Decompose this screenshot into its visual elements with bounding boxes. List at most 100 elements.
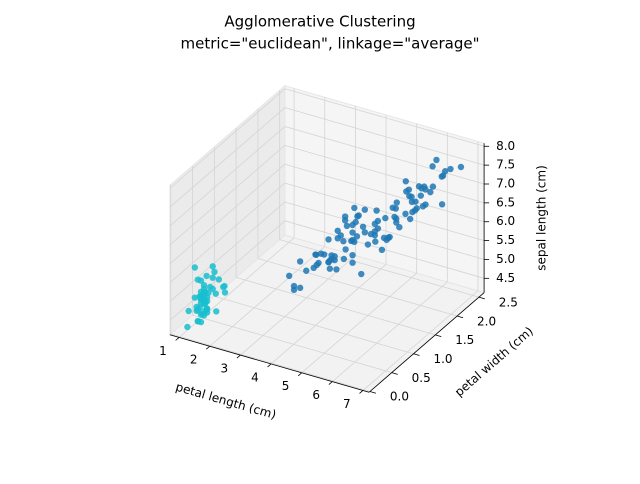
tick-mark [175, 337, 180, 341]
point [393, 199, 400, 206]
point [402, 210, 409, 218]
x-tick-label: 2 [190, 353, 198, 367]
tick-mark [478, 296, 485, 300]
point [438, 201, 446, 208]
point [203, 272, 210, 280]
tick-mark [435, 334, 442, 338]
point [194, 276, 202, 283]
grid-line [270, 264, 387, 365]
grid-line [214, 295, 414, 355]
point [197, 296, 205, 303]
tick-mark [413, 353, 420, 356]
point [373, 207, 380, 214]
grid-line [284, 201, 485, 260]
tick-mark [236, 354, 241, 359]
point [429, 163, 436, 170]
point [348, 237, 355, 245]
grid-line [362, 290, 479, 391]
point [358, 270, 365, 278]
point [349, 229, 356, 236]
tick-mark [456, 315, 464, 319]
point [328, 252, 335, 259]
x-tick-label: 1 [159, 344, 167, 358]
point [408, 193, 415, 200]
tick-mark [297, 372, 302, 377]
point [320, 251, 328, 258]
point [361, 229, 369, 236]
point [296, 258, 304, 265]
point [209, 263, 216, 270]
grid-line [279, 239, 479, 298]
point [352, 218, 359, 226]
point [457, 163, 465, 171]
point [378, 246, 386, 254]
point [203, 305, 211, 312]
grid-line [169, 163, 286, 265]
point [372, 238, 379, 245]
grid-line [170, 333, 371, 392]
z-tick-label: 8.0 [496, 139, 515, 153]
grid-line [284, 182, 485, 241]
point [212, 290, 219, 297]
x-axis-label: petal length (cm) [174, 380, 278, 422]
grid-line [257, 258, 458, 317]
point [310, 264, 317, 272]
point [342, 246, 349, 253]
z-tick-label: 5.5 [496, 233, 515, 247]
y-tick-label: 0.0 [390, 390, 409, 404]
chart-subtitle: metric="euclidean", linkage="average" [181, 35, 480, 53]
x-tick-label: 4 [251, 370, 259, 384]
grid-line [169, 88, 286, 189]
z-tick-label: 5.0 [496, 252, 515, 266]
point [349, 259, 356, 266]
point [213, 308, 220, 315]
z-axis-label: sepal length (cm) [535, 165, 549, 270]
grid-line [209, 246, 326, 347]
point [200, 285, 208, 293]
point [351, 204, 358, 212]
grid-line [284, 107, 485, 166]
tick-mark [391, 372, 398, 375]
point [197, 311, 205, 318]
point [417, 192, 424, 199]
point [402, 178, 410, 185]
tick-mark [206, 345, 211, 350]
point [429, 183, 437, 190]
point [353, 233, 361, 240]
grid-line [284, 163, 485, 223]
z-tick-label: 4.5 [496, 271, 515, 285]
point [334, 227, 341, 234]
point [343, 222, 351, 230]
grid-line [332, 281, 448, 382]
point [382, 214, 389, 222]
grid-line [301, 272, 417, 374]
z-tick-label: 6.0 [496, 214, 515, 228]
tick-mark [369, 391, 377, 394]
point [285, 272, 293, 280]
point [191, 264, 199, 271]
z-tick-label: 7.5 [496, 158, 515, 172]
grid-line [284, 88, 485, 147]
y-tick-label: 0.5 [412, 371, 431, 385]
grid-line [169, 107, 286, 208]
point [325, 236, 332, 243]
point [221, 282, 228, 290]
z-tick-label: 7.0 [496, 177, 515, 191]
grid-line [192, 314, 392, 374]
point [359, 223, 367, 230]
point [194, 317, 202, 325]
point [193, 303, 200, 311]
point [392, 205, 399, 212]
point [340, 255, 348, 263]
point [411, 207, 419, 214]
x-tick-label: 5 [282, 379, 290, 393]
point [412, 198, 419, 205]
point [211, 268, 218, 276]
chart-title: Agglomerative Clustering [224, 13, 415, 31]
point [441, 168, 449, 175]
point [364, 241, 372, 248]
point [361, 206, 369, 213]
point [191, 294, 199, 301]
tick-mark [359, 390, 364, 394]
